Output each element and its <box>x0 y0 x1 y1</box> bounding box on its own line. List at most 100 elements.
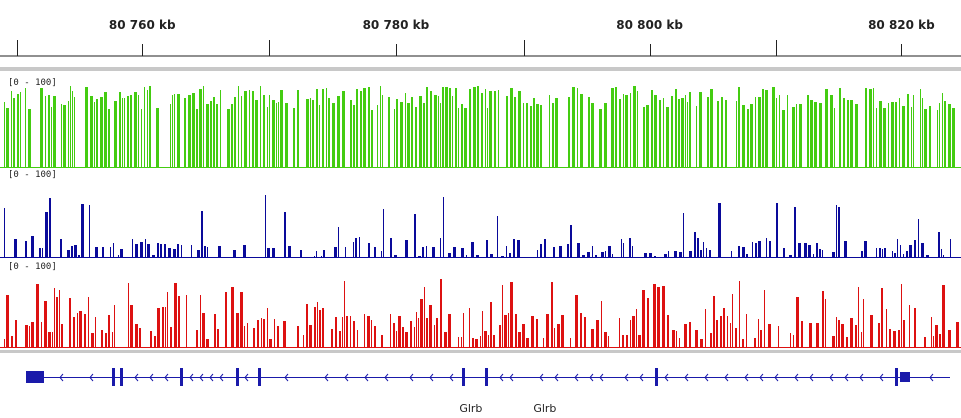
coverage-bar <box>894 253 896 257</box>
coverage-bar <box>685 95 686 167</box>
coverage-bar <box>54 288 55 347</box>
gene-model[interactable] <box>0 355 961 400</box>
coverage-bar <box>738 246 740 257</box>
coverage-bar <box>335 317 337 347</box>
coverage-bar <box>787 95 788 167</box>
coverage-bar <box>914 308 916 347</box>
coverage-bar <box>156 108 159 167</box>
coverage-bar <box>760 330 762 347</box>
coverage-bar <box>700 339 703 347</box>
coverage-bar <box>623 243 624 257</box>
coverage-bar <box>170 327 172 347</box>
track-1[interactable]: [0 - 100] <box>0 75 961 170</box>
coverage-bar <box>758 319 759 347</box>
coverage-bar <box>924 109 927 167</box>
coverage-bar <box>584 317 586 347</box>
coverage-bar <box>587 252 590 257</box>
coverage-bar <box>415 107 417 167</box>
coverage-bar <box>883 108 886 167</box>
coverage-bar <box>272 100 275 167</box>
coverage-bar <box>344 281 345 347</box>
coverage-bar <box>653 284 656 347</box>
coverage-bar <box>772 87 775 167</box>
coverage-bar <box>79 311 82 347</box>
coverage-bar <box>895 102 897 167</box>
coverage-bar <box>61 104 62 167</box>
track-3[interactable]: [0 - 100] <box>0 260 961 350</box>
coverage-bar <box>486 240 488 257</box>
coverage-bar <box>790 333 791 347</box>
coverage-bar <box>145 239 146 257</box>
coverage-bar <box>332 103 335 167</box>
coverage-bar <box>150 331 152 347</box>
coverage-bar <box>203 86 204 167</box>
coverage-bar <box>526 103 528 167</box>
coverage-bar <box>642 290 645 347</box>
coverage-bar <box>882 249 883 257</box>
coverage-bar <box>540 105 542 167</box>
coverage-bar <box>63 105 66 167</box>
coverage-bar <box>4 208 5 257</box>
coverage-bar <box>630 320 631 347</box>
strand-arrow <box>59 373 64 382</box>
coverage-bar <box>316 251 317 257</box>
gene-exon <box>112 368 115 386</box>
coverage-bar <box>321 256 322 257</box>
coverage-bar <box>742 247 745 257</box>
coverage-bar <box>836 205 837 257</box>
coverage-bar <box>758 241 761 257</box>
coverage-bar <box>186 295 187 347</box>
coverage-bar <box>671 96 673 167</box>
coverage-bar <box>28 109 31 167</box>
coverage-bar <box>776 203 778 257</box>
coverage-bar <box>410 321 412 347</box>
coverage-bar <box>664 254 667 257</box>
coverage-bar <box>157 308 160 347</box>
coverage-bar <box>709 250 711 257</box>
gene-track[interactable] <box>0 355 961 418</box>
coverage-bar <box>157 243 159 257</box>
coverage-bar <box>15 320 17 347</box>
coverage-bar <box>350 100 352 167</box>
coverage-bar <box>869 89 872 167</box>
coverage-bar <box>56 297 58 347</box>
coverage-bar <box>604 103 607 167</box>
coverage-bar <box>213 97 215 167</box>
coverage-bar <box>374 326 376 347</box>
coverage-bar <box>816 243 818 257</box>
coverage-bar <box>72 91 73 167</box>
strand-arrow <box>429 373 434 382</box>
coverage-bar <box>619 318 620 347</box>
track-2[interactable]: [0 - 100] <box>0 168 961 260</box>
coverage-bar <box>162 307 164 347</box>
coverage-bar <box>371 320 372 347</box>
ruler[interactable]: 80 760 kb 80 780 kb 80 800 kb 80 820 kb <box>0 0 961 68</box>
coverage-bar <box>723 308 725 347</box>
coverage-bar <box>591 103 594 167</box>
coverage-bar <box>768 324 771 347</box>
coverage-bar <box>572 87 575 167</box>
coverage-bar <box>530 106 532 167</box>
gene-label[interactable]: Glrb <box>459 402 483 415</box>
coverage-bar <box>14 239 17 257</box>
coverage-bar <box>490 302 492 347</box>
coverage-bar <box>177 94 180 167</box>
coverage-bar <box>274 319 275 347</box>
coverage-bar <box>108 315 110 347</box>
coverage-bar <box>632 316 635 347</box>
coverage-bar <box>666 107 669 167</box>
coverage-bar <box>891 102 894 167</box>
coverage-bar <box>367 316 370 347</box>
strand-arrow <box>324 373 329 382</box>
coverage-bar <box>822 291 824 347</box>
coverage-bar <box>444 332 447 347</box>
strand-arrow <box>344 373 349 382</box>
coverage-bar <box>368 87 370 167</box>
coverage-bar <box>420 299 423 347</box>
coverage-bar <box>418 256 421 257</box>
coverage-bar <box>297 90 299 167</box>
coverage-bar <box>865 88 867 167</box>
coverage-bar <box>11 91 12 167</box>
gene-label[interactable]: Glrb <box>533 402 557 415</box>
coverage-bar <box>897 239 898 257</box>
